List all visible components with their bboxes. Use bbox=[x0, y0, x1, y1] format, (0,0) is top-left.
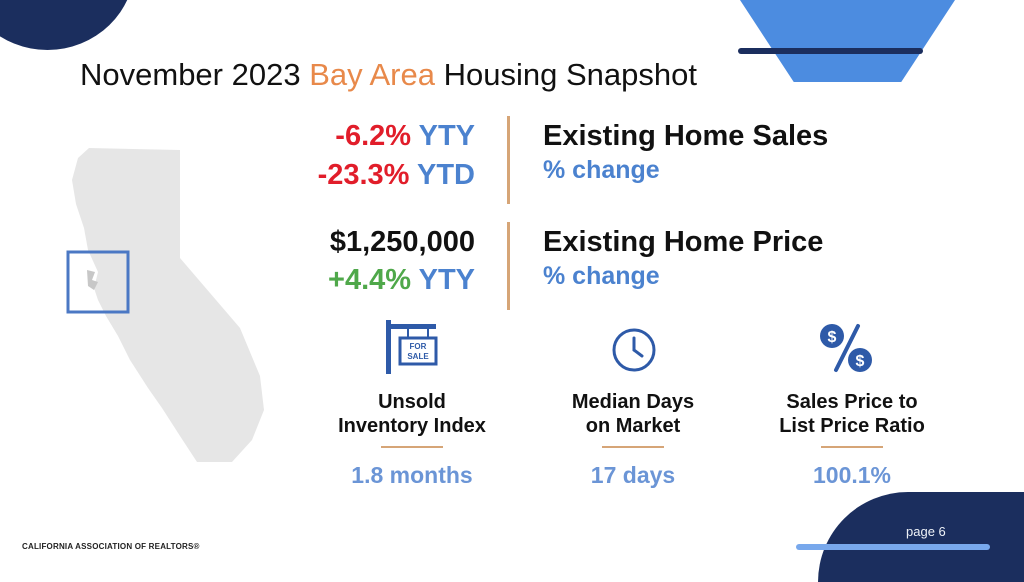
title-part1: November 2023 bbox=[80, 57, 310, 92]
sales-yty-value: -6.2% bbox=[335, 120, 412, 152]
title-part2: Housing Snapshot bbox=[435, 57, 697, 92]
california-map bbox=[66, 148, 264, 462]
stat-inventory-line2: Inventory Index bbox=[338, 415, 486, 437]
decor-top-left-blob bbox=[0, 0, 135, 50]
sales-yty: -6.2% YTY bbox=[300, 120, 475, 153]
sign-text-line2: SALE bbox=[407, 352, 429, 361]
price-yty-value: +4.4% bbox=[328, 264, 412, 296]
bay-area-marker bbox=[87, 270, 98, 290]
svg-text:$: $ bbox=[828, 329, 837, 346]
price-subheading: % change bbox=[543, 262, 660, 290]
for-sale-sign-icon: FOR SALE bbox=[386, 320, 438, 374]
stat-ratio-underline bbox=[821, 446, 883, 448]
dollar-percent-icon: $ $ bbox=[820, 324, 872, 372]
stat-days-underline bbox=[602, 446, 664, 448]
bay-area-highlight-box bbox=[66, 250, 130, 314]
title-highlight: Bay Area bbox=[309, 57, 435, 92]
sales-heading: Existing Home Sales bbox=[543, 120, 829, 152]
price-divider bbox=[507, 222, 510, 310]
stat-inventory-line1: Unsold bbox=[378, 391, 446, 413]
stat-days-line2: on Market bbox=[585, 415, 681, 437]
stat-ratio-line2: List Price Ratio bbox=[779, 415, 925, 437]
sales-ytd-value: -23.3% bbox=[317, 159, 410, 191]
sales-yty-label: YTY bbox=[411, 120, 475, 152]
stat-ratio-line1: Sales Price to bbox=[786, 391, 918, 413]
stat-ratio-label: Sales Price to List Price Ratio bbox=[757, 390, 947, 438]
stat-inventory-value: 1.8 months bbox=[351, 462, 473, 488]
sales-ytd: -23.3% YTD bbox=[290, 159, 475, 192]
decor-top-right-shape bbox=[740, 0, 955, 82]
stat-inventory-label: Unsold Inventory Index bbox=[317, 390, 507, 438]
stat-ratio-value: 100.1% bbox=[812, 462, 891, 488]
decor-bottom-right-bar bbox=[796, 544, 990, 550]
sales-divider bbox=[507, 116, 510, 204]
price-heading: Existing Home Price bbox=[543, 226, 824, 258]
svg-text:$: $ bbox=[856, 353, 865, 370]
footer-organization: CALIFORNIA ASSOCIATION OF REALTORS® bbox=[22, 542, 200, 551]
page-title: November 2023 Bay Area Housing Snapshot bbox=[80, 57, 697, 93]
price-value: $1,250,000 bbox=[329, 226, 475, 258]
california-shape bbox=[72, 148, 264, 462]
decor-top-right-bar bbox=[738, 48, 923, 54]
stat-days-line1: Median Days bbox=[571, 391, 695, 413]
page-number: page 6 bbox=[906, 524, 946, 539]
clock-icon bbox=[612, 328, 656, 372]
stat-days-label: Median Days on Market bbox=[538, 390, 728, 438]
sales-subheading: % change bbox=[543, 156, 660, 184]
sign-text-line1: FOR bbox=[410, 342, 427, 351]
sales-ytd-label: YTD bbox=[409, 159, 475, 191]
stat-days-value: 17 days bbox=[590, 462, 676, 488]
price-yty-label: YTY bbox=[411, 264, 475, 296]
stat-inventory-underline bbox=[381, 446, 443, 448]
price-yty: +4.4% YTY bbox=[300, 264, 475, 297]
